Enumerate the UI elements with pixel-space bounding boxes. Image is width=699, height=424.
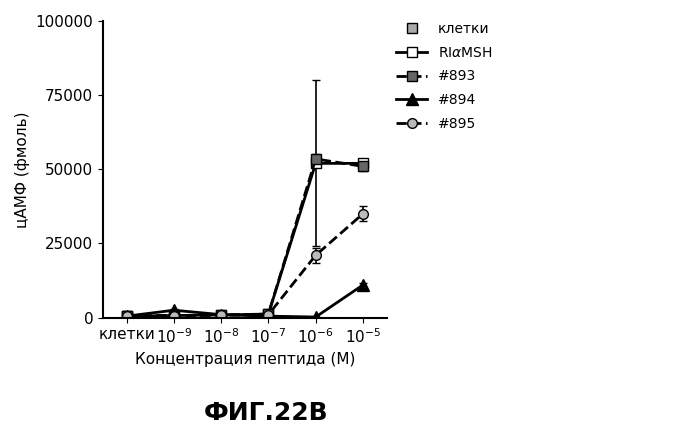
X-axis label: Концентрация пептида (М): Концентрация пептида (М) xyxy=(135,351,355,367)
Legend: клетки, RI$\alpha$MSH, #893, #894, #895: клетки, RI$\alpha$MSH, #893, #894, #895 xyxy=(396,22,493,131)
Y-axis label: цАМФ (фмоль): цАМФ (фмоль) xyxy=(15,111,30,228)
Text: ФИГ.22В: ФИГ.22В xyxy=(203,401,328,424)
